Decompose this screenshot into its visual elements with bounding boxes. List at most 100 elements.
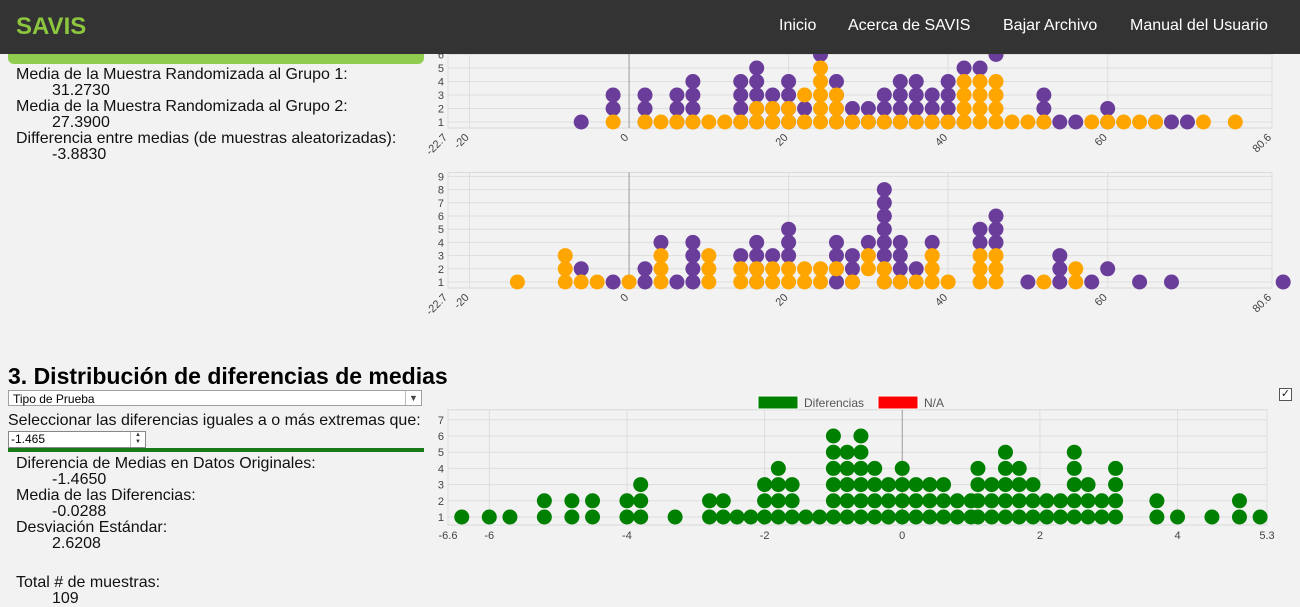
data-point	[908, 493, 924, 509]
data-point	[637, 274, 653, 290]
x-tick-label: 60	[1093, 132, 1110, 149]
data-point	[781, 234, 797, 250]
x-tick-label: -22.7	[424, 292, 450, 318]
data-point	[828, 114, 844, 130]
data-point	[669, 87, 685, 103]
data-point	[1036, 114, 1052, 130]
brand-logo[interactable]: SAVIS	[16, 13, 87, 40]
data-point	[1163, 114, 1179, 130]
data-point	[940, 274, 956, 290]
data-point	[922, 477, 938, 493]
data-point	[749, 74, 765, 89]
data-point	[685, 74, 701, 89]
data-point	[908, 74, 924, 89]
plot-area	[447, 54, 1273, 129]
data-point	[924, 234, 940, 250]
data-point	[828, 74, 844, 89]
data-point	[876, 274, 892, 290]
data-point	[729, 509, 745, 525]
data-point	[715, 509, 731, 525]
data-point	[825, 428, 841, 444]
data-point	[876, 182, 892, 198]
data-point	[908, 114, 924, 130]
extreme-value-input[interactable]: -1.465 ▲ ▼	[8, 431, 146, 448]
data-point	[1068, 114, 1084, 130]
data-point	[839, 493, 855, 509]
data-point	[757, 477, 773, 493]
mean2-value: 27.3900	[52, 114, 110, 131]
y-tick-label: 8	[438, 185, 444, 197]
data-point	[860, 261, 876, 277]
data-point	[749, 234, 765, 250]
y-tick-label: 2	[438, 264, 444, 276]
data-point	[894, 509, 910, 525]
data-point	[1036, 87, 1052, 103]
data-point	[1068, 261, 1084, 277]
data-point	[892, 114, 908, 130]
data-point	[813, 261, 829, 277]
nav-bajar-archivo[interactable]: Bajar Archivo	[1003, 17, 1098, 34]
data-point	[653, 248, 669, 264]
data-point	[813, 54, 829, 62]
data-point	[557, 248, 573, 264]
x-tick-label: 80.6	[1250, 292, 1274, 316]
data-point	[1004, 114, 1020, 130]
y-tick-label: 1	[438, 117, 444, 129]
data-point	[972, 101, 988, 116]
nav-manual[interactable]: Manual del Usuario	[1130, 17, 1268, 34]
diff-label: Differencia entre medias (de muestras al…	[16, 130, 397, 147]
data-point	[1231, 493, 1247, 509]
data-point	[825, 509, 841, 525]
data-point	[733, 87, 749, 103]
data-point	[536, 509, 552, 525]
data-point	[1066, 460, 1082, 476]
data-point	[924, 261, 940, 277]
data-point	[1275, 274, 1291, 290]
y-tick-label: 9	[438, 172, 444, 183]
data-point	[924, 248, 940, 264]
x-tick-label: 80.6	[1250, 132, 1274, 154]
data-point	[988, 114, 1004, 130]
data-point	[605, 274, 621, 290]
data-point	[972, 274, 988, 290]
data-point	[1100, 114, 1116, 130]
data-point	[894, 460, 910, 476]
y-tick-label: 6	[438, 431, 444, 443]
data-point	[828, 87, 844, 103]
data-point	[633, 493, 649, 509]
data-point	[924, 114, 940, 130]
data-point	[733, 114, 749, 130]
data-point	[1195, 114, 1211, 130]
y-tick-label: 3	[438, 251, 444, 263]
data-point	[1084, 114, 1100, 130]
nav-acerca[interactable]: Acerca de SAVIS	[848, 17, 971, 34]
data-point	[621, 274, 637, 290]
data-point	[1108, 477, 1124, 493]
chevron-down-icon[interactable]: ▼	[405, 391, 421, 405]
data-point	[997, 444, 1013, 460]
data-point	[797, 87, 813, 103]
data-point	[988, 101, 1004, 116]
data-point	[988, 208, 1004, 224]
nav-inicio[interactable]: Inicio	[779, 17, 817, 34]
data-point	[876, 101, 892, 116]
spinner-icon[interactable]: ▲ ▼	[130, 432, 145, 447]
data-point	[749, 248, 765, 264]
x-tick-label: 4	[1174, 530, 1180, 542]
x-tick-label: 5.3	[1259, 530, 1274, 542]
y-tick-label: 5	[438, 447, 444, 459]
data-point	[717, 114, 733, 130]
test-type-select[interactable]: Tipo de Prueba ▼	[8, 390, 422, 406]
data-point	[637, 261, 653, 277]
data-point	[988, 87, 1004, 103]
data-point	[997, 509, 1013, 525]
data-point	[733, 274, 749, 290]
show-options-checkbox[interactable]: ✓	[1279, 388, 1292, 401]
data-point	[956, 101, 972, 116]
data-point	[733, 101, 749, 116]
data-point	[997, 460, 1013, 476]
data-point	[557, 261, 573, 277]
diff-value: -3.8830	[52, 146, 107, 163]
data-point	[936, 477, 952, 493]
data-point	[1100, 261, 1116, 277]
